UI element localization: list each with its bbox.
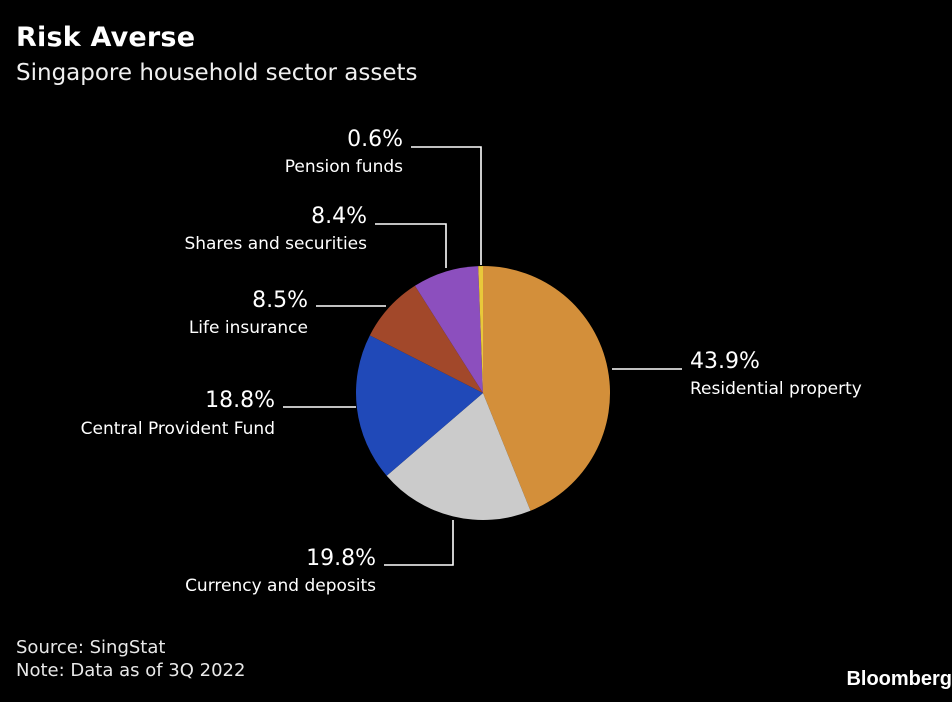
category-label-central-provident-fund: Central Provident Fund [81,419,275,439]
chart-subtitle: Singapore household sector assets [16,60,418,86]
category-label-currency-and-deposits: Currency and deposits [185,576,376,596]
bloomberg-logo: Bloomberg [846,668,952,690]
value-label-residential-property: 43.9% [690,349,760,374]
value-label-currency-and-deposits: 19.8% [306,546,376,571]
category-label-pension-funds: Pension funds [285,157,403,177]
value-label-shares-and-securities: 8.4% [311,204,367,229]
source-note: Source: SingStat [16,637,166,658]
value-label-central-provident-fund: 18.8% [205,388,275,413]
pie-slice-life-insurance [369,285,483,393]
chart-title: Risk Averse [16,22,196,53]
pie-slice-central-provident-fund [355,335,483,476]
leader-line-shares-and-securities [375,223,447,268]
value-label-life-insurance: 8.5% [252,288,308,313]
value-label-pension-funds: 0.6% [347,127,403,152]
category-label-residential-property: Residential property [690,379,862,399]
pie-slice-currency-and-deposits [386,393,531,521]
leader-line-pension-funds [411,146,482,265]
data-note: Note: Data as of 3Q 2022 [16,660,246,681]
category-label-life-insurance: Life insurance [189,318,308,338]
pie-slice-shares-and-securities [414,266,483,393]
category-label-shares-and-securities: Shares and securities [184,234,367,254]
pie-slice-pension-funds [478,266,483,393]
pie-slice-residential-property [483,266,611,511]
leader-line-currency-and-deposits [384,520,454,566]
